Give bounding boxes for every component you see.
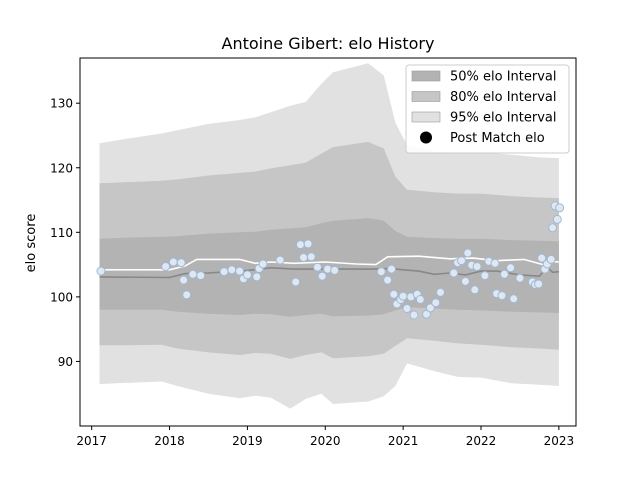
plot-frame <box>79 57 577 427</box>
post-match-elo-point <box>457 256 466 266</box>
y-axis-label: elo score <box>24 214 39 273</box>
post-match-elo-point <box>499 269 509 279</box>
post-match-elo-point <box>235 266 245 276</box>
post-match-elo-point <box>303 239 313 249</box>
x-tick-label: 2021 <box>388 434 419 448</box>
legend-marker <box>420 131 432 144</box>
plot-area <box>79 57 577 427</box>
y-tick-label: 130 <box>50 97 73 111</box>
post-match-elo-point <box>330 265 340 275</box>
legend-label: Post Match elo <box>450 131 545 146</box>
legend-label: 50% elo Interval <box>450 70 557 85</box>
post-match-elo-point <box>306 252 316 262</box>
post-match-elo-point <box>219 267 229 277</box>
post-match-elo-point <box>509 294 519 304</box>
post-match-elo-point <box>299 253 308 262</box>
post-match-elo-point <box>227 265 237 275</box>
post-match-elo-point <box>463 248 473 258</box>
legend-label: 95% elo Interval <box>450 111 557 126</box>
post-match-elo-point <box>460 276 470 286</box>
post-match-elo-point <box>534 279 544 289</box>
x-tick-label: 2023 <box>544 434 575 448</box>
legend-box <box>405 64 570 154</box>
post-match-elo-point <box>431 298 441 308</box>
post-match-elo-point <box>480 271 490 281</box>
post-match-elo-point <box>313 262 322 272</box>
upper-elo-line <box>99 255 559 271</box>
post-match-elo-point <box>548 223 558 233</box>
legend-swatch <box>411 111 441 123</box>
post-match-elo-point <box>537 253 547 263</box>
y-tick-label: 100 <box>50 290 73 304</box>
post-match-elo-point <box>425 303 435 313</box>
post-match-elo-point <box>402 304 412 313</box>
post-match-elo-point <box>188 269 198 279</box>
post-match-elo-point <box>552 214 562 224</box>
post-match-elo-point <box>472 262 482 271</box>
post-match-elo-point <box>436 287 445 297</box>
post-match-elo-point <box>490 258 500 268</box>
legend-label: 80% elo Interval <box>450 90 557 105</box>
plot-series <box>96 63 565 409</box>
post-match-elo-point <box>182 290 192 300</box>
legend-swatch <box>411 91 441 102</box>
y-tick-label: 120 <box>50 161 73 175</box>
y-tick-label: 110 <box>50 226 73 240</box>
post-match-elo-point <box>96 266 106 276</box>
x-tick-label: 2017 <box>76 434 107 448</box>
post-match-elo-point <box>252 272 262 282</box>
x-tick-label: 2019 <box>232 434 263 448</box>
post-match-elo-point <box>409 310 419 320</box>
post-match-elo-point <box>383 275 393 285</box>
post-match-elo-point <box>497 291 507 301</box>
post-match-elo-point <box>389 289 399 299</box>
y-axis: 90 100 110 120 130 <box>50 97 80 369</box>
post-match-elo-point <box>295 240 305 250</box>
post-match-elo-point <box>179 275 189 285</box>
post-match-elo-point <box>176 258 186 268</box>
post-match-elo-point <box>422 309 431 319</box>
post-match-elo-point <box>317 271 327 281</box>
post-match-elo-point <box>258 259 268 269</box>
post-match-elo-point <box>275 255 285 265</box>
x-tick-label: 2020 <box>310 434 341 448</box>
post-match-elo-point <box>398 291 408 301</box>
post-match-elo-point <box>291 277 301 287</box>
post-match-elo-point <box>242 270 252 280</box>
legend-swatch <box>411 70 441 82</box>
post-match-elo-point <box>546 254 556 264</box>
chart-title: Antoine Gibert: elo History <box>222 34 435 53</box>
post-match-elo-point <box>415 295 425 304</box>
post-match-elo-point <box>555 203 565 213</box>
post-match-elo-point <box>515 273 525 283</box>
post-match-elo-point <box>470 285 480 295</box>
post-match-elo-point <box>506 263 516 273</box>
y-tick-label: 90 <box>58 355 73 369</box>
post-match-elo-point <box>161 262 171 271</box>
post-match-elo-point <box>376 267 386 277</box>
post-match-elo-point <box>168 257 178 267</box>
post-match-elo-point <box>387 264 396 274</box>
x-tick-label: 2018 <box>154 434 185 448</box>
x-tick-label: 2022 <box>466 434 497 448</box>
x-axis: 2017 2018 2019 2020 2021 2022 2023 <box>76 426 574 448</box>
legend: 50% elo Interval 80% elo Interval 95% elo … <box>405 64 570 154</box>
post-match-elo-point <box>449 268 459 278</box>
post-match-elo-point <box>196 271 206 281</box>
